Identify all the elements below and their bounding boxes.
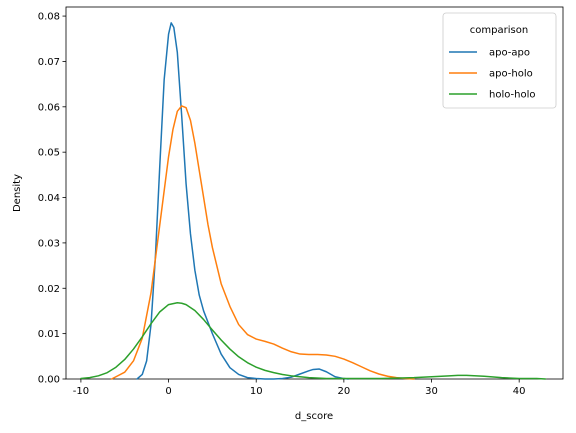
legend-box [442,12,557,109]
y-tick-label: 0.03 [38,238,60,249]
legend-entries: apo-apo apo-holo holo-holo [449,48,536,101]
x-axis-ticks: -10 0 10 20 30 40 [73,379,526,397]
x-tick-label: 20 [337,386,350,397]
x-tick-label: 10 [250,386,263,397]
y-tick-label: 0.05 [38,148,60,159]
x-axis-title: d_score [295,411,333,422]
y-tick-label: 0.01 [38,329,60,340]
y-tick-label: 0.04 [38,193,60,204]
legend-title: comparison [470,25,528,36]
y-tick-label: 0.08 [38,12,60,23]
x-tick-label: 40 [513,386,526,397]
x-tick-label: 30 [425,386,438,397]
legend-label-holo-holo: holo-holo [489,90,536,101]
legend: comparison apo-apo apo-holo holo-holo [442,12,557,109]
plot-frame [65,6,564,380]
y-tick-label: 0.02 [38,284,60,295]
y-tick-label: 0.00 [38,375,60,386]
y-axis-ticks: 0.00 0.01 0.02 0.03 0.04 0.05 0.06 0.07 0.08 [38,12,66,386]
y-tick-label: 0.07 [38,57,60,68]
y-tick-label: 0.06 [38,102,60,113]
series-line-apo-apo [136,22,349,380]
series-line-apo-holo [110,105,415,380]
series-layer [80,22,547,380]
y-axis-title: Density [12,174,23,212]
x-tick-label: -10 [73,386,89,397]
legend-label-apo-apo: apo-apo [489,48,530,59]
legend-label-apo-holo: apo-holo [489,69,533,80]
series-line-holo-holo [80,302,547,380]
x-tick-label: 0 [165,386,171,397]
